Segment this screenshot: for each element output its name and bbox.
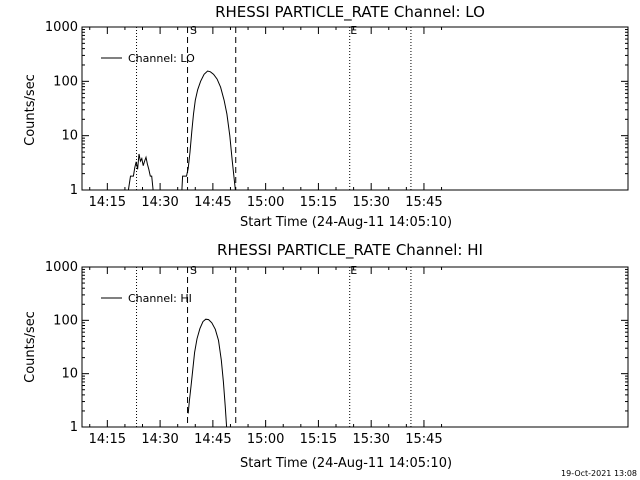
end-marker-label: E (350, 264, 357, 277)
x-tick-label: 14:45 (194, 195, 231, 210)
chart-panel-hi: RHESSI PARTICLE_RATE Channel: HI Counts/… (23, 241, 629, 471)
x-tick-label: 15:30 (352, 195, 389, 210)
end-marker-label: E (350, 24, 357, 37)
x-tick-label: 14:15 (89, 432, 126, 447)
x-tick-label: 14:45 (194, 432, 231, 447)
x-axis-label: Start Time (24-Aug-11 14:05:10) (240, 215, 452, 230)
start-marker-label: S (190, 264, 197, 277)
axes-frame (81, 26, 629, 191)
chart-title: RHESSI PARTICLE_RATE Channel: LO (215, 3, 485, 22)
chart-title: RHESSI PARTICLE_RATE Channel: HI (217, 241, 483, 260)
start-marker-label: S (190, 24, 197, 37)
y-tick-label: 1000 (45, 20, 78, 35)
x-tick-label: 14:30 (141, 195, 178, 210)
y-axis-label: Counts/sec (23, 74, 38, 146)
plot-area: 1 10 100 1000 14:15 14:30 14:45 15:00 15:15 15:30… (45, 260, 629, 447)
x-axis-label: Start Time (24-Aug-11 14:05:10) (240, 456, 452, 471)
legend-label: Channel: LO (128, 52, 195, 65)
chart-panel-lo: RHESSI PARTICLE_RATE Channel: LO Counts/… (23, 3, 629, 230)
x-tick-label: 14:30 (141, 432, 178, 447)
x-tick-label: 15:15 (300, 195, 337, 210)
y-tick-label: 1 (70, 183, 78, 198)
y-tick-label: 1 (70, 420, 78, 435)
x-tick-label: 15:45 (405, 195, 442, 210)
y-tick-label: 10 (61, 367, 78, 382)
x-tick-label: 15:45 (405, 432, 442, 447)
series-line (127, 153, 154, 191)
x-tick-label: 14:15 (89, 195, 126, 210)
axes-frame (81, 266, 629, 428)
y-axis-label: Counts/sec (23, 311, 38, 383)
x-tick-label: 15:15 (300, 432, 337, 447)
x-tick-label: 15:30 (352, 432, 389, 447)
generation-timestamp: 19-Oct-2021 13:08 (561, 469, 637, 478)
y-tick-label: 1000 (45, 260, 78, 275)
legend-label: Channel: HI (128, 292, 192, 305)
x-tick-label: 15:00 (247, 195, 284, 210)
series-line (187, 318, 228, 428)
y-tick-label: 100 (53, 74, 78, 89)
y-tick-label: 10 (61, 129, 78, 144)
series-line (181, 70, 236, 191)
y-tick-label: 100 (53, 313, 78, 328)
plot-area: 1 10 100 1000 14:15 14:30 14:45 15:00 15:15 15:30… (45, 20, 629, 210)
x-tick-label: 15:00 (247, 432, 284, 447)
